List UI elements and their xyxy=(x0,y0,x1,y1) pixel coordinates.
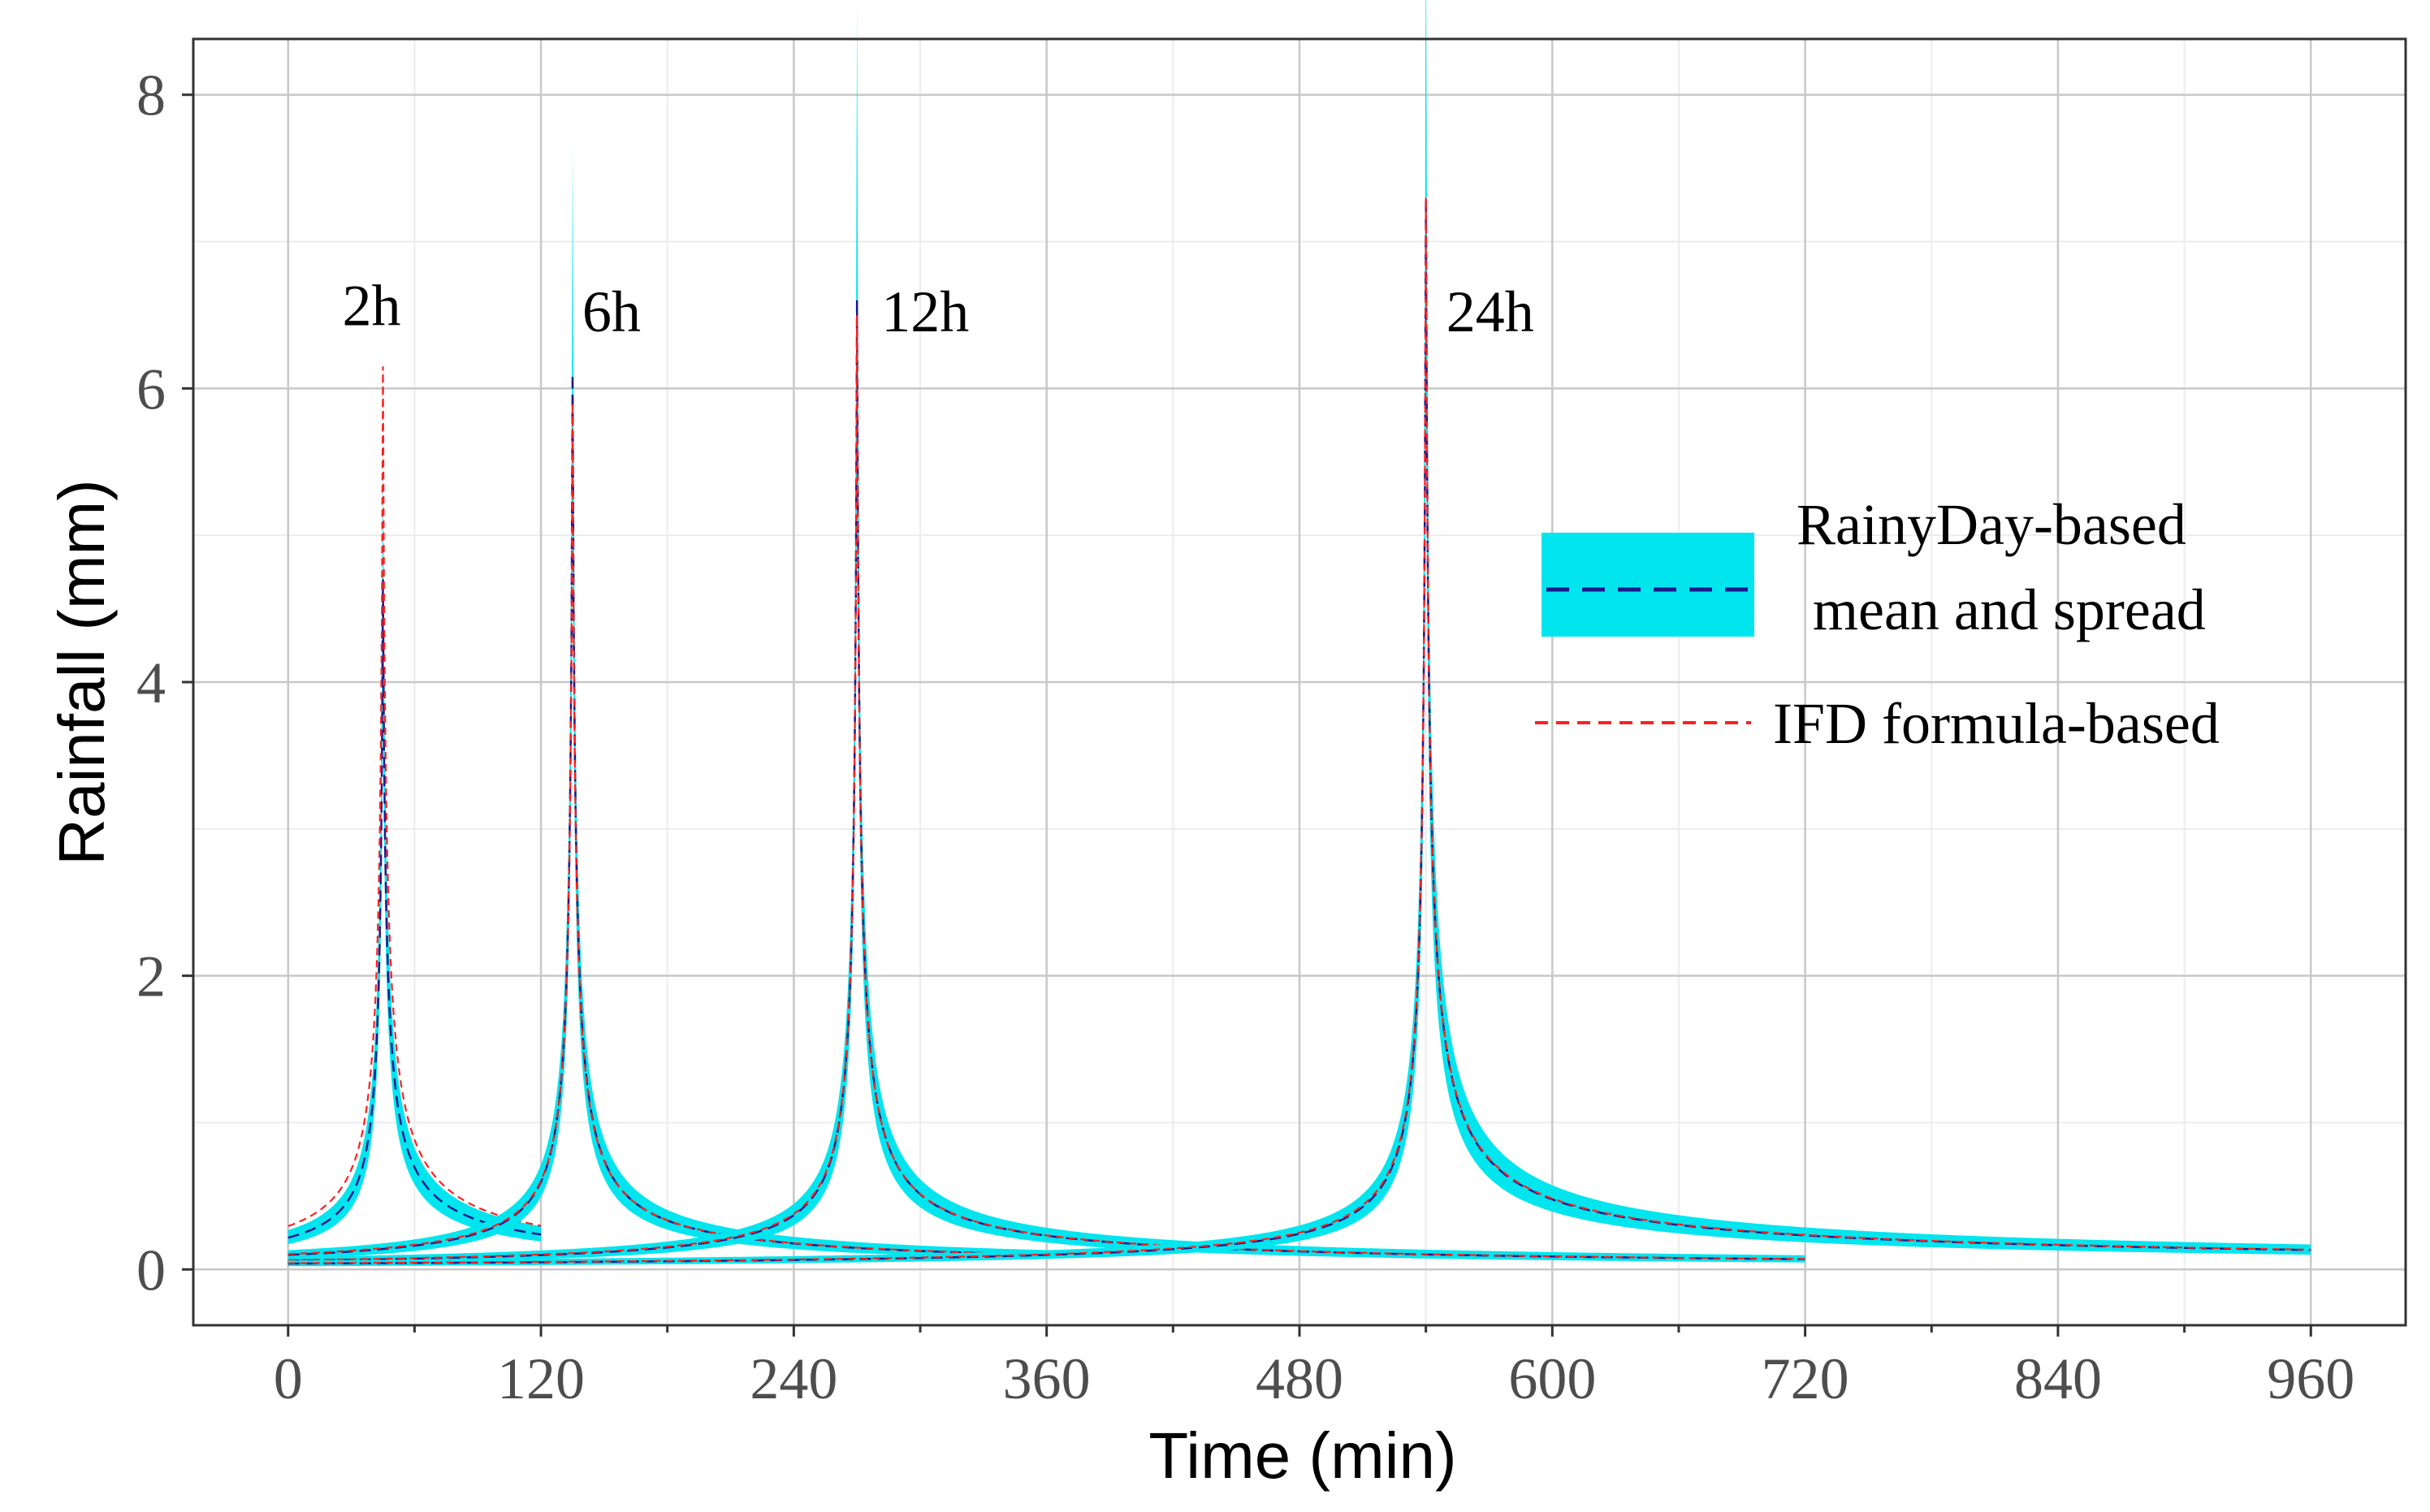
y-tick-label: 8 xyxy=(136,63,166,128)
legend-spread-swatch xyxy=(1541,533,1754,637)
x-tick-label: 960 xyxy=(2267,1346,2354,1411)
x-tick-label: 120 xyxy=(497,1346,585,1411)
x-tick-label: 480 xyxy=(1256,1346,1343,1411)
x-tick-label: 240 xyxy=(750,1346,837,1411)
x-tick-label: 720 xyxy=(1762,1346,1849,1411)
axes: 0 120 240 360 480 600 720 840 960 0 2 4 6 8 xyxy=(136,63,2354,1411)
legend-rainyday-label-line1: RainyDay-based xyxy=(1797,492,2186,557)
x-tick-label: 600 xyxy=(1508,1346,1596,1411)
legend: RainyDay-based mean and spread IFD formu… xyxy=(1535,492,2220,756)
y-tick-label: 6 xyxy=(136,356,166,421)
grid xyxy=(193,39,2406,1325)
y-axis-title: Rainfall (mm) xyxy=(45,479,118,866)
ifd-line-2h xyxy=(288,366,542,1228)
series xyxy=(288,0,2311,1267)
y-tick-label: 4 xyxy=(136,650,166,715)
x-axis-title: Time (min) xyxy=(1148,1419,1456,1492)
ifd-line-24h xyxy=(288,197,2311,1264)
peak-label-6h: 6h xyxy=(582,279,641,344)
x-tick-label: 840 xyxy=(2014,1346,2102,1411)
x-tick-label: 360 xyxy=(1003,1346,1091,1411)
y-tick-label: 2 xyxy=(136,944,166,1009)
y-tick-label: 0 xyxy=(136,1238,166,1302)
peak-label-24h: 24h xyxy=(1446,279,1534,344)
peak-label-12h: 12h xyxy=(881,279,969,344)
ifd-line-6h xyxy=(288,403,1047,1255)
legend-ifd-label: IFD formula-based xyxy=(1773,691,2220,756)
peak-label-2h: 2h xyxy=(343,274,401,339)
mean-line-12h xyxy=(288,300,1805,1262)
legend-rainyday-label-line2: mean and spread xyxy=(1813,577,2206,642)
ifd-line-12h xyxy=(288,314,1805,1261)
x-tick-label: 0 xyxy=(274,1346,303,1411)
